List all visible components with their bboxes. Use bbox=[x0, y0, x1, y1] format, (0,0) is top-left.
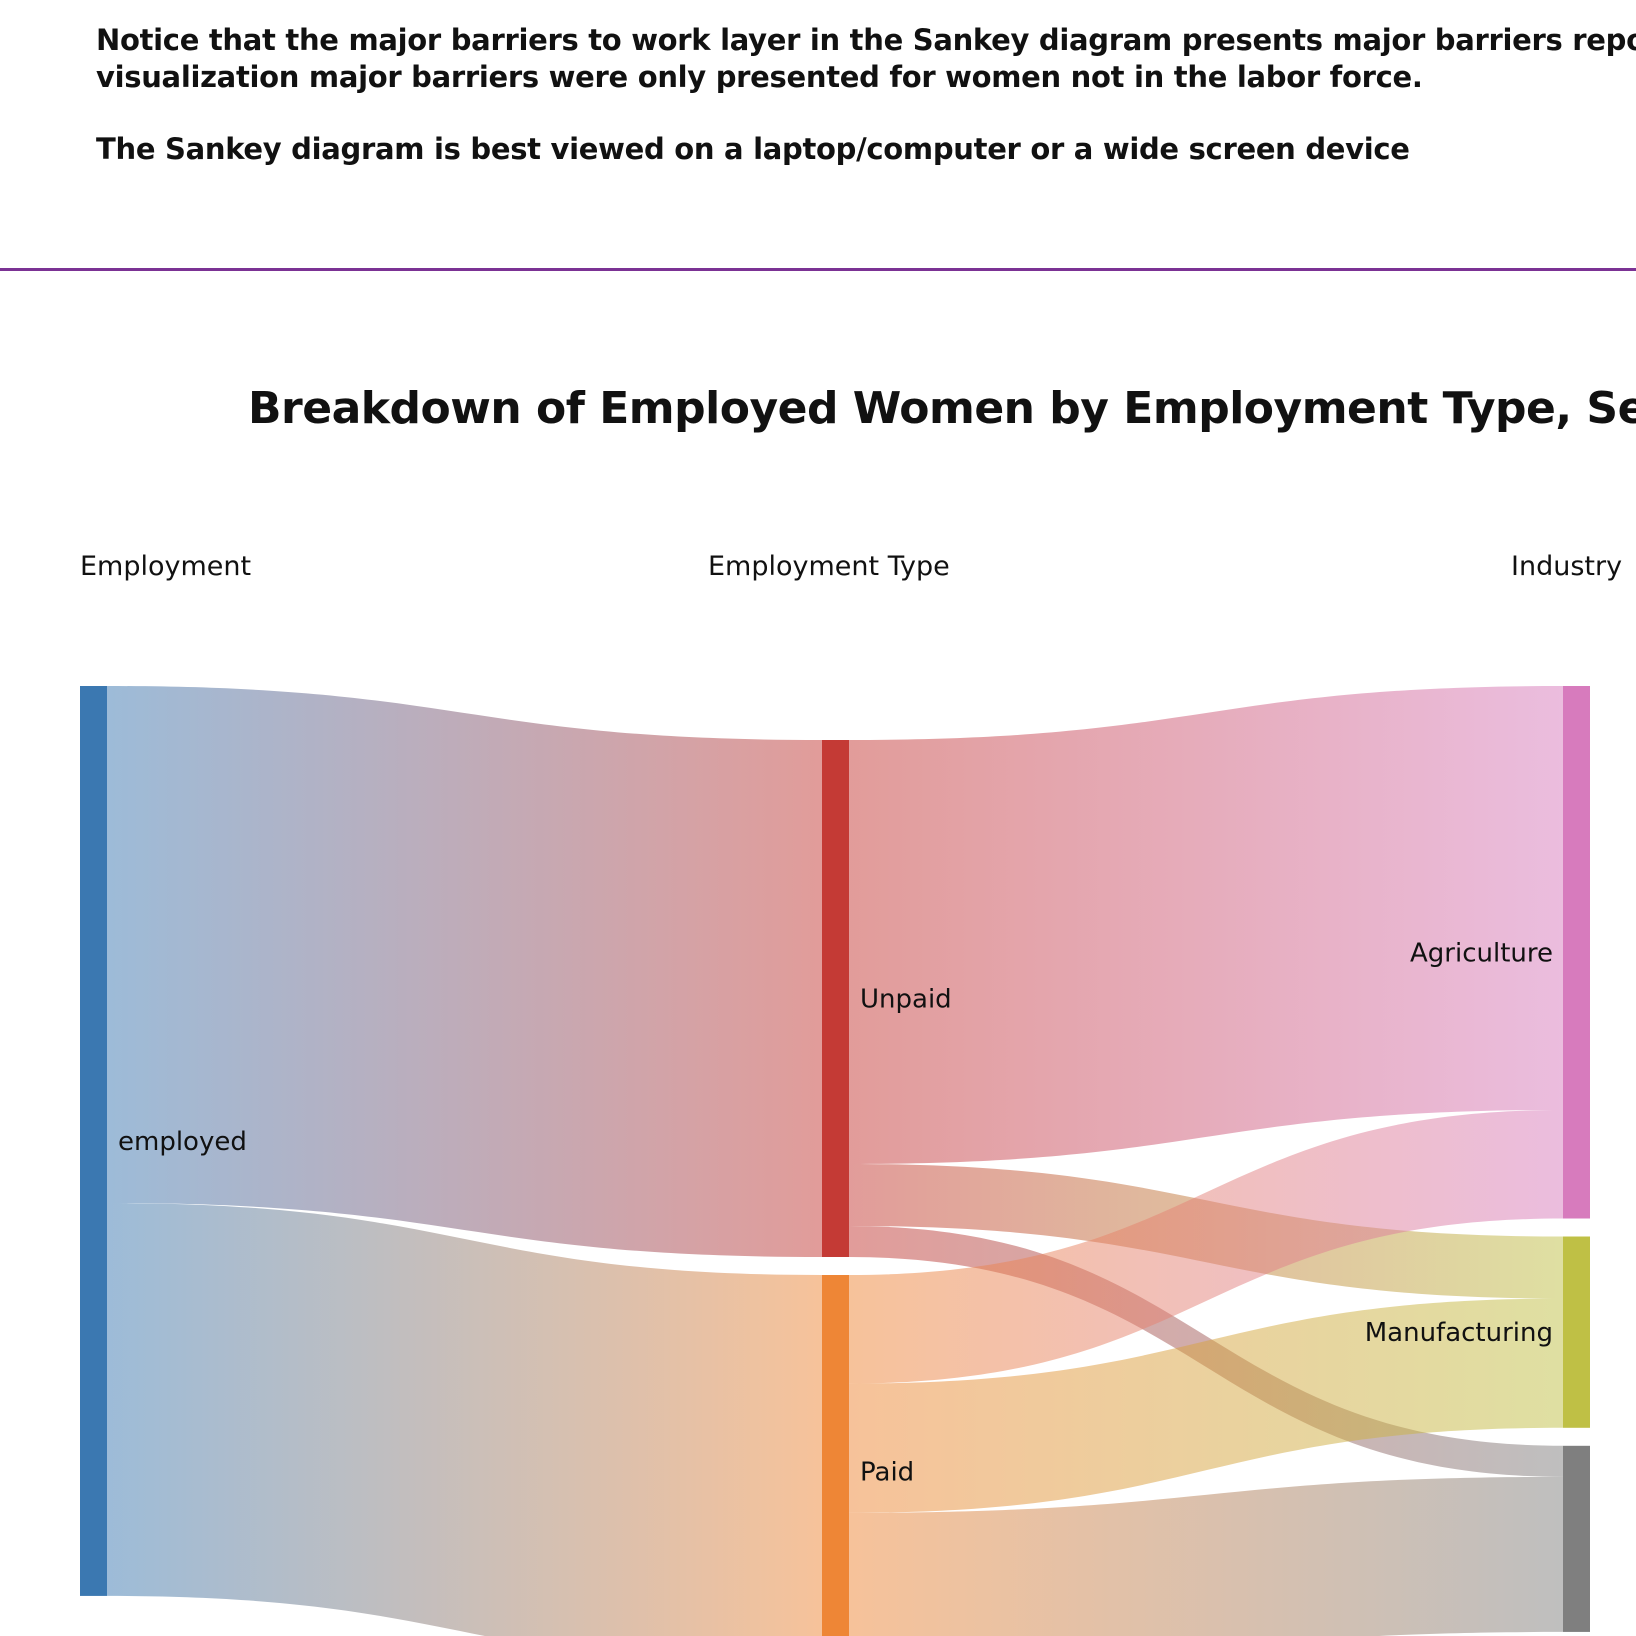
node-label-manufacturing: Manufacturing bbox=[1365, 1318, 1553, 1348]
node-unpaid bbox=[822, 740, 849, 1257]
label-layer: Employment Employment Type Industry employe… bbox=[80, 551, 1622, 1487]
viewing-tip: The Sankey diagram is best viewed on a l… bbox=[96, 132, 1410, 166]
link-paid-to-agriculture bbox=[849, 1109, 1563, 1384]
note-line-1: Notice that the major barriers to work l… bbox=[96, 23, 1636, 57]
node-label-agriculture: Agriculture bbox=[1410, 938, 1553, 968]
note-text: Notice that the major barriers to work l… bbox=[96, 22, 1636, 96]
node-agriculture bbox=[1563, 686, 1590, 1219]
chart-title: Breakdown of Employed Women by Employmen… bbox=[248, 383, 1636, 434]
link-unpaid-to-agriculture bbox=[849, 686, 1563, 1164]
link-paid-to-other_industry bbox=[849, 1476, 1563, 1636]
section-divider bbox=[0, 268, 1636, 271]
link-paid-to-manufacturing bbox=[849, 1298, 1563, 1513]
node-label-paid: Paid bbox=[860, 1457, 914, 1487]
link-employed-to-paid bbox=[107, 1203, 822, 1636]
column-label-industry: Industry bbox=[1511, 551, 1622, 582]
node-other_industry bbox=[1563, 1445, 1590, 1632]
node-label-unpaid: Unpaid bbox=[860, 985, 952, 1015]
node-employed bbox=[80, 686, 107, 1596]
note-line-2: visualization major barriers were only p… bbox=[96, 60, 1423, 94]
node-manufacturing bbox=[1563, 1236, 1590, 1428]
node-label-employed: employed bbox=[118, 1127, 247, 1157]
column-label-employment-type: Employment Type bbox=[708, 551, 950, 582]
link-layer bbox=[107, 686, 1563, 1636]
node-layer bbox=[80, 686, 1590, 1636]
node-paid bbox=[822, 1275, 849, 1636]
column-label-employment: Employment bbox=[80, 551, 251, 582]
link-employed-to-unpaid bbox=[107, 686, 822, 1257]
